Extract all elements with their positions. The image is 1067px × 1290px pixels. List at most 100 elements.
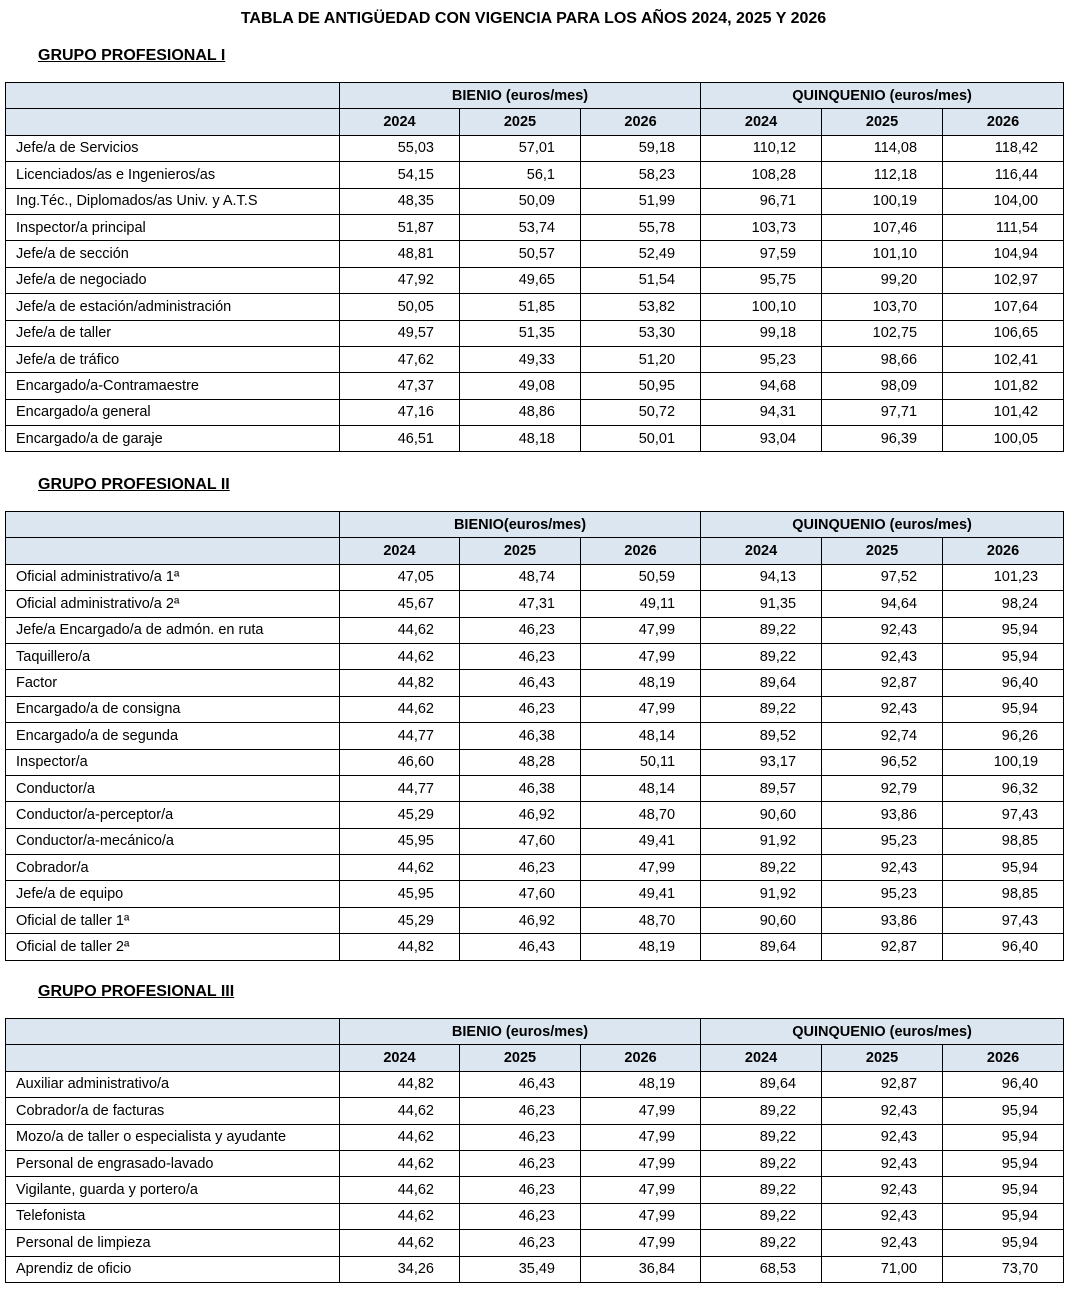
header-cell [5,108,340,136]
amount-cell: 45,95 [339,880,460,908]
amount-cell: 49,57 [339,319,460,347]
amount-cell: 102,75 [821,319,944,347]
amount-cell: 95,94 [942,1123,1065,1151]
row-label: Inspector/a [5,748,340,776]
amount-cell: 89,22 [700,642,823,671]
amount-cell: 50,57 [459,240,581,268]
amount-cell: 45,67 [339,590,460,618]
group-title: GRUPO PROFESIONAL II [38,476,230,493]
amount-cell: 49,41 [579,880,702,908]
amount-cell: 53,82 [579,293,702,321]
amount-cell: 97,52 [821,563,944,592]
amount-cell: 50,05 [339,293,460,321]
row-label: Ing.Téc., Diplomados/as Univ. y A.T.S [5,187,340,215]
amount-cell: 118,42 [942,134,1065,163]
amount-cell: 45,29 [339,906,460,935]
year-header: 2025 [821,1044,944,1072]
amount-cell: 46,23 [459,1176,581,1204]
amount-cell: 95,23 [821,827,944,856]
year-header: 2024 [339,108,460,136]
amount-cell: 48,19 [579,933,702,961]
header-cell [5,81,340,110]
amount-cell: 59,18 [579,134,702,163]
amount-cell: 95,23 [821,880,944,908]
amount-cell: 49,65 [459,266,581,295]
group-title: GRUPO PROFESIONAL I [38,47,226,64]
amount-cell: 92,43 [821,1176,944,1204]
amount-cell: 94,68 [700,372,823,400]
amount-cell: 68,53 [700,1255,823,1283]
amount-cell: 108,28 [700,161,823,189]
amount-cell: 92,43 [821,616,944,644]
amount-cell: 96,71 [700,187,823,215]
amount-cell: 47,99 [579,1202,702,1231]
year-header: 2025 [821,537,944,565]
amount-cell: 47,99 [579,1123,702,1151]
salary-table: BIENIO (euros/mes) QUINQUENIO (euros/mes)… [5,81,1065,453]
amount-cell: 47,99 [579,854,702,882]
data-row: Jefe/a de sección 48,81 50,57 52,49 97,59 101… [5,240,1065,268]
amount-cell: 47,60 [459,827,581,856]
data-row: Taquillero/a 44,62 46,23 47,99 89,22 92,43 95,… [5,642,1065,671]
amount-cell: 47,99 [579,642,702,671]
amount-cell: 89,64 [700,933,823,961]
amount-cell: 46,23 [459,1123,581,1151]
amount-cell: 47,37 [339,372,460,400]
data-row: Conductor/a-perceptor/a 45,29 46,92 48,70 90… [5,801,1065,829]
amount-cell: 47,99 [579,1229,702,1257]
amount-cell: 46,23 [459,642,581,671]
amount-cell: 45,95 [339,827,460,856]
group-title: GRUPO PROFESIONAL III [38,983,235,1000]
year-header: 2025 [459,537,581,565]
amount-cell: 92,74 [821,722,944,750]
data-row: Personal de limpieza 44,62 46,23 47,99 89,22… [5,1229,1065,1257]
header-row: 2024 2025 2026 2024 2025 2026 [5,537,1065,565]
amount-cell: 50,72 [579,398,702,427]
data-row: Jefe/a de negociado 47,92 49,65 51,54 95,75 9… [5,266,1065,295]
amount-cell: 100,10 [700,293,823,321]
amount-cell: 46,23 [459,1097,581,1125]
amount-cell: 73,70 [942,1255,1065,1283]
amount-cell: 51,54 [579,266,702,295]
data-row: Conductor/a 44,77 46,38 48,14 89,57 92,79 96,3… [5,774,1065,803]
year-header: 2024 [339,1044,460,1072]
amount-cell: 92,87 [821,669,944,697]
data-row: Jefe/a de estación/administración 50,05 51… [5,293,1065,321]
row-label: Conductor/a-perceptor/a [5,801,340,829]
amount-cell: 112,18 [821,161,944,189]
amount-cell: 44,82 [339,933,460,961]
data-row: Auxiliar administrativo/a 44,82 46,43 48,19… [5,1070,1065,1099]
amount-cell: 106,65 [942,319,1065,347]
amount-cell: 101,82 [942,372,1065,400]
amount-cell: 57,01 [459,134,581,163]
amount-cell: 95,94 [942,1176,1065,1204]
data-row: Encargado/a de garaje 46,51 48,18 50,01 93,0… [5,425,1065,453]
amount-cell: 44,62 [339,1176,460,1204]
data-row: Ing.Téc., Diplomados/as Univ. y A.T.S 48,… [5,187,1065,215]
amount-cell: 95,94 [942,616,1065,644]
amount-cell: 95,94 [942,1149,1065,1178]
amount-cell: 95,94 [942,642,1065,671]
data-row: Oficial de taller 1ª 45,29 46,92 48,70 90,60… [5,906,1065,935]
amount-cell: 89,22 [700,1123,823,1151]
row-label: Jefe/a de equipo [5,880,340,908]
amount-cell: 104,00 [942,187,1065,215]
row-label: Taquillero/a [5,642,340,671]
row-label: Mozo/a de taller o especialista y ayudan… [5,1123,340,1151]
amount-cell: 50,59 [579,563,702,592]
amount-cell: 46,23 [459,1202,581,1231]
amount-cell: 36,84 [579,1255,702,1283]
amount-cell: 92,43 [821,1229,944,1257]
amount-cell: 47,99 [579,616,702,644]
amount-cell: 92,43 [821,1123,944,1151]
row-label: Encargado/a de segunda [5,722,340,750]
amount-cell: 92,43 [821,695,944,724]
row-label: Conductor/a [5,774,340,803]
amount-cell: 48,74 [459,563,581,592]
year-header: 2026 [579,108,702,136]
amount-cell: 89,22 [700,695,823,724]
data-row: Jefe/a de taller 49,57 51,35 53,30 99,18 102,… [5,319,1065,347]
header-row: BIENIO (euros/mes) QUINQUENIO (euros/mes) [5,81,1065,110]
amount-cell: 94,13 [700,563,823,592]
